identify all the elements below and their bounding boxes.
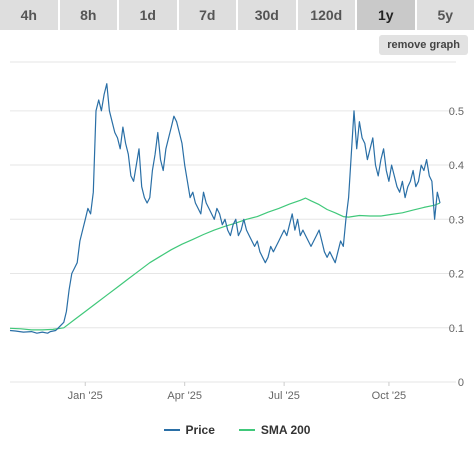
tab-1d[interactable]: 1d bbox=[119, 0, 177, 30]
legend-item-sma[interactable]: SMA 200 bbox=[238, 423, 311, 437]
tab-4h[interactable]: 4h bbox=[0, 0, 58, 30]
legend-swatch-sma bbox=[238, 429, 255, 431]
x-tick-label: Jul '25 bbox=[268, 390, 299, 402]
y-tick-label: 0.5 bbox=[449, 106, 464, 118]
tab-8h[interactable]: 8h bbox=[59, 0, 117, 30]
x-tick-label: Oct '25 bbox=[372, 390, 407, 402]
x-tick-label: Apr '25 bbox=[167, 390, 202, 402]
y-tick-label: 0.2 bbox=[449, 269, 464, 281]
legend-label-price: Price bbox=[185, 423, 215, 437]
x-tick-label: Jan '25 bbox=[68, 390, 103, 402]
y-tick-label: 0 bbox=[458, 377, 464, 389]
legend-item-price[interactable]: Price bbox=[163, 423, 215, 437]
remove-graph-button[interactable]: remove graph bbox=[379, 35, 468, 55]
tab-1y[interactable]: 1y bbox=[357, 0, 415, 30]
legend-swatch-price bbox=[163, 429, 180, 431]
legend-label-sma: SMA 200 bbox=[260, 423, 311, 437]
chart-legend: Price SMA 200 bbox=[0, 420, 474, 440]
y-tick-label: 0.1 bbox=[449, 323, 464, 335]
tab-30d[interactable]: 30d bbox=[238, 0, 296, 30]
y-tick-label: 0.3 bbox=[449, 214, 464, 226]
sma-200-line bbox=[9, 197, 441, 331]
price-line bbox=[9, 83, 441, 334]
y-tick-label: 0.4 bbox=[449, 160, 464, 172]
tab-5y[interactable]: 5y bbox=[416, 0, 474, 30]
tab-7d[interactable]: 7d bbox=[178, 0, 236, 30]
timeframe-tabs: 4h 8h 1d 7d 30d 120d 1y 5y bbox=[0, 0, 474, 30]
tab-120d[interactable]: 120d bbox=[297, 0, 355, 30]
